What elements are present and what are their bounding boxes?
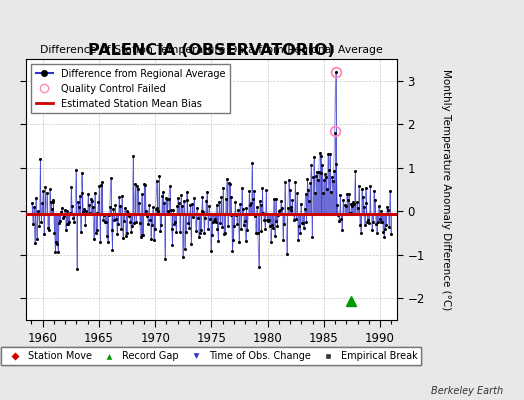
- Text: Berkeley Earth: Berkeley Earth: [431, 386, 503, 396]
- Text: Difference of Station Temperature Data from Regional Average: Difference of Station Temperature Data f…: [40, 45, 383, 55]
- Y-axis label: Monthly Temperature Anomaly Difference (°C): Monthly Temperature Anomaly Difference (…: [441, 69, 451, 310]
- Title: PALENCIA (OBSERVATORIO): PALENCIA (OBSERVATORIO): [88, 43, 335, 58]
- Legend: Station Move, Record Gap, Time of Obs. Change, Empirical Break: Station Move, Record Gap, Time of Obs. C…: [2, 347, 421, 365]
